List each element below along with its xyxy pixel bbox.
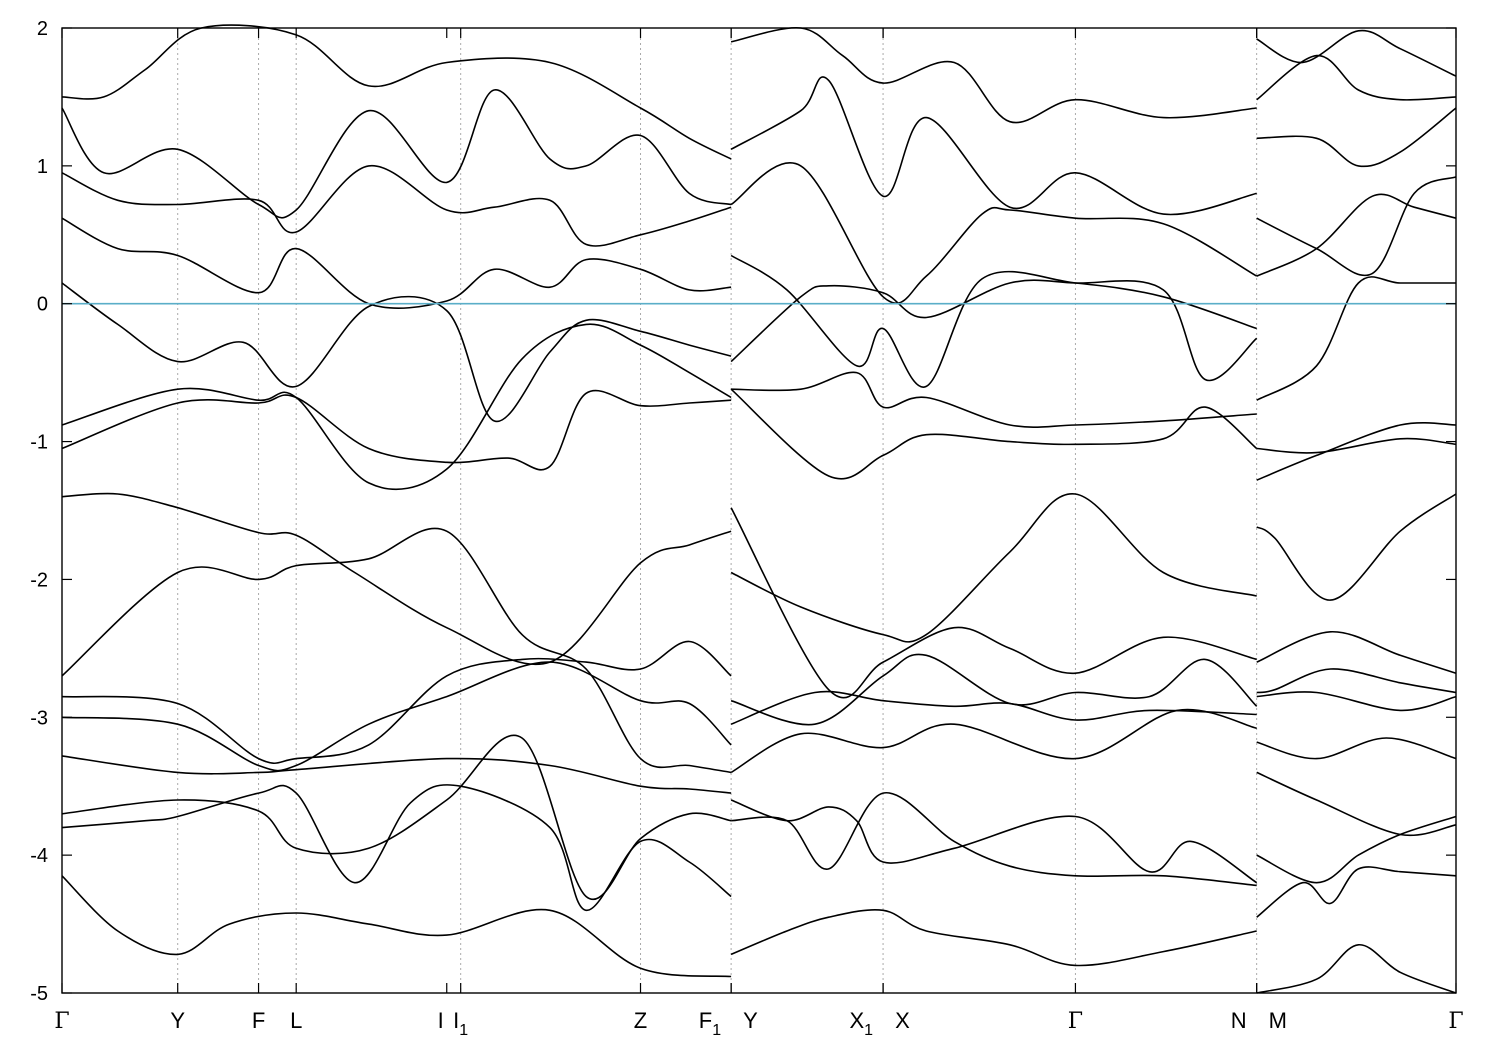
band-line <box>61 389 732 471</box>
band-line <box>1256 176 1457 277</box>
band-line <box>61 640 732 765</box>
band-line <box>730 76 1257 216</box>
band-line <box>61 282 732 423</box>
band-line <box>1256 943 1457 994</box>
kpoint-label: M <box>1269 1008 1287 1033</box>
band-line <box>61 661 732 772</box>
band-line <box>1256 668 1457 694</box>
kpoint-label: Γ <box>1448 1009 1463 1034</box>
y-tick-label: -5 <box>30 983 48 1005</box>
band-line <box>1256 54 1457 101</box>
y-tick-label: 1 <box>37 156 48 178</box>
band-line <box>61 24 732 160</box>
band-line <box>61 89 732 219</box>
y-tick-label: -3 <box>30 707 48 729</box>
band-line <box>731 792 1257 887</box>
kpoint-label: I1 <box>453 1008 468 1039</box>
band-line <box>61 527 732 774</box>
kpoint-label: F1 <box>699 1008 721 1039</box>
kpoint-label: I <box>438 1008 444 1033</box>
kpoint-gridlines <box>177 28 1258 993</box>
band-line <box>1256 630 1457 674</box>
band-line <box>61 875 732 978</box>
kpoint-label: Y <box>170 1008 185 1033</box>
band-line <box>1256 771 1457 837</box>
band-line <box>1256 866 1457 918</box>
kpoint-label: N <box>1231 1008 1247 1033</box>
band-line <box>1256 691 1457 712</box>
y-tick-label: -2 <box>30 569 48 591</box>
y-tick-label: -1 <box>30 432 48 454</box>
y-tick-label: -4 <box>30 845 48 867</box>
band-line <box>730 388 1258 480</box>
plot-frame <box>61 27 1457 994</box>
band-line <box>730 254 1257 388</box>
band-line <box>730 799 1258 884</box>
band-line <box>1256 276 1456 401</box>
x-axis-kpoints: Γ Y F L I I1 Z F1 Y X1 X Γ N M Γ <box>54 28 1464 1039</box>
band-line <box>730 507 1257 699</box>
y-axis: -5 -4 -3 -2 -1 0 1 2 <box>30 18 1456 1005</box>
band-line <box>1256 493 1457 601</box>
kpoint-label: Γ <box>1068 1009 1083 1034</box>
y-tick-label: 0 <box>37 294 48 316</box>
band-line <box>1256 29 1457 77</box>
band-line <box>61 734 732 901</box>
band-line <box>61 323 732 490</box>
band-line <box>61 165 732 247</box>
band-line <box>61 492 732 666</box>
y-tick-label: 2 <box>37 18 48 40</box>
band-line <box>730 493 1257 643</box>
band-line <box>730 908 1257 967</box>
band-line <box>61 217 732 309</box>
kpoint-label: X <box>895 1008 910 1033</box>
kpoint-label: L <box>290 1008 302 1033</box>
band-line <box>61 784 732 912</box>
band-line <box>730 708 1257 774</box>
band-line <box>1256 107 1457 168</box>
band-lines <box>61 24 1457 994</box>
band-line <box>730 162 1258 304</box>
band-line <box>1256 737 1457 760</box>
kpoint-label: X1 <box>849 1008 873 1039</box>
band-line <box>1256 437 1457 454</box>
band-line <box>730 26 1257 124</box>
band-line <box>731 371 1257 428</box>
band-line <box>730 653 1258 726</box>
band-line <box>1256 193 1457 277</box>
kpoint-label: F <box>252 1008 265 1033</box>
kpoint-label: Γ <box>54 1009 69 1034</box>
kpoint-label: Z <box>634 1008 647 1033</box>
band-line <box>730 279 1258 382</box>
band-line <box>1256 815 1457 884</box>
kpoint-label: Y <box>743 1008 758 1033</box>
band-line <box>730 690 1257 725</box>
band-line <box>1256 422 1457 481</box>
band-line <box>61 755 732 794</box>
